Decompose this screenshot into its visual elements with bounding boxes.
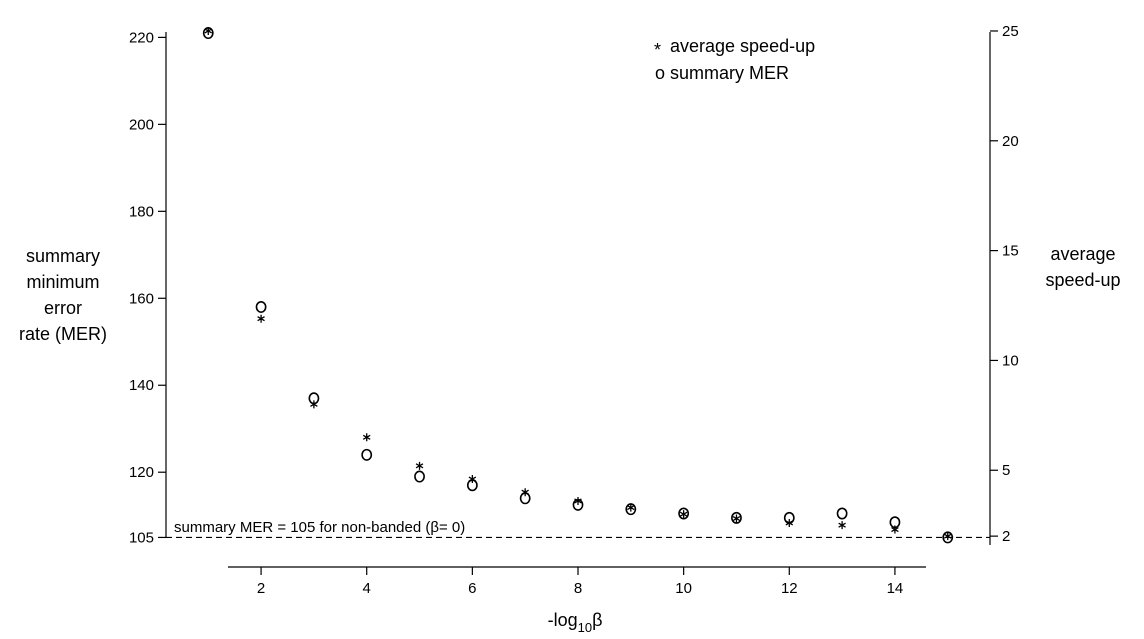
speedup-point xyxy=(310,400,318,409)
x-axis-label-sub: 10 xyxy=(578,620,592,635)
series-average-speed-up xyxy=(204,26,952,541)
legend-item-speedup: * average speed-up xyxy=(654,36,815,60)
speedup-point xyxy=(204,26,213,35)
y-right-tick-label: 20 xyxy=(1002,133,1019,150)
speedup-point xyxy=(679,510,688,519)
series-summary-mer xyxy=(202,27,954,544)
speedup-point xyxy=(838,521,846,530)
x-ticks: 2 4 6 8 10 12 14 xyxy=(257,567,903,597)
legend-label-speedup: average speed-up xyxy=(670,36,815,56)
x-tick-label: 6 xyxy=(468,580,476,597)
y-left-tick-label: 220 xyxy=(129,29,154,46)
x-tick-label: 10 xyxy=(675,580,692,597)
mer-point xyxy=(414,470,425,483)
speedup-point xyxy=(943,532,952,541)
speedup-point xyxy=(362,433,371,442)
x-axis-label-symbol: β xyxy=(592,610,602,630)
speedup-point xyxy=(415,461,424,470)
legend-label-mer: summary MER xyxy=(670,63,789,83)
x-tick-label: 2 xyxy=(257,580,265,597)
legend: * average speed-up o summary MER xyxy=(654,36,815,83)
y-left-tick-label: 180 xyxy=(129,203,154,220)
y-right-label-line-1: average xyxy=(1050,244,1115,264)
y-left-label-line-1: summary xyxy=(26,246,100,266)
x-tick-label: 14 xyxy=(887,580,904,597)
mer-point xyxy=(731,511,742,524)
reference-line-label: summary MER = 105 for non-banded (β= 0) xyxy=(174,519,465,536)
y-left-tick-label: 105 xyxy=(129,529,154,546)
mer-point xyxy=(255,300,267,313)
y-left-tick-label: 140 xyxy=(129,377,154,394)
y-left-label: summary minimum error rate (MER) xyxy=(19,246,107,344)
y-left-tick-label: 120 xyxy=(129,464,154,481)
speedup-point xyxy=(468,475,477,484)
x-axis-label: -log10β xyxy=(548,610,603,635)
mer-point xyxy=(836,507,848,520)
x-tick-label: 4 xyxy=(363,580,371,597)
x-axis-label-main: -log xyxy=(548,610,578,630)
y-right-tick-label: 15 xyxy=(1002,243,1019,260)
y-left-tick-label: 160 xyxy=(129,290,154,307)
y-left-tick-label: 200 xyxy=(129,116,154,133)
legend-marker-speedup: * xyxy=(654,40,661,60)
y-left-label-line-2: minimum xyxy=(26,272,99,292)
y-right-tick-label: 5 xyxy=(1002,462,1010,479)
speedup-point xyxy=(732,514,741,523)
x-tick-label: 12 xyxy=(781,580,798,597)
mer-point xyxy=(361,448,373,461)
legend-marker-mer: o xyxy=(655,63,665,83)
speedup-point xyxy=(785,518,794,527)
x-tick-label: 8 xyxy=(574,580,582,597)
plot-frame xyxy=(165,32,991,568)
y-right-label-line-2: speed-up xyxy=(1045,270,1120,290)
y-left-label-line-3: error xyxy=(44,298,82,318)
speedup-point xyxy=(627,503,635,512)
speedup-point xyxy=(257,314,265,323)
y-left-label-line-4: rate (MER) xyxy=(19,324,107,344)
speedup-point xyxy=(521,488,529,497)
y-right-tick-label: 10 xyxy=(1002,352,1019,369)
y-left-ticks: 105 120 140 160 180 200 220 xyxy=(129,29,166,546)
y-right-tick-label: 25 xyxy=(1002,23,1019,40)
speedup-point xyxy=(891,525,899,534)
y-right-tick-label: 2 xyxy=(1002,528,1010,545)
legend-item-mer: o summary MER xyxy=(655,63,789,83)
y-right-label: average speed-up xyxy=(1045,244,1120,290)
mer-point xyxy=(678,507,690,520)
speedup-point xyxy=(574,496,582,505)
